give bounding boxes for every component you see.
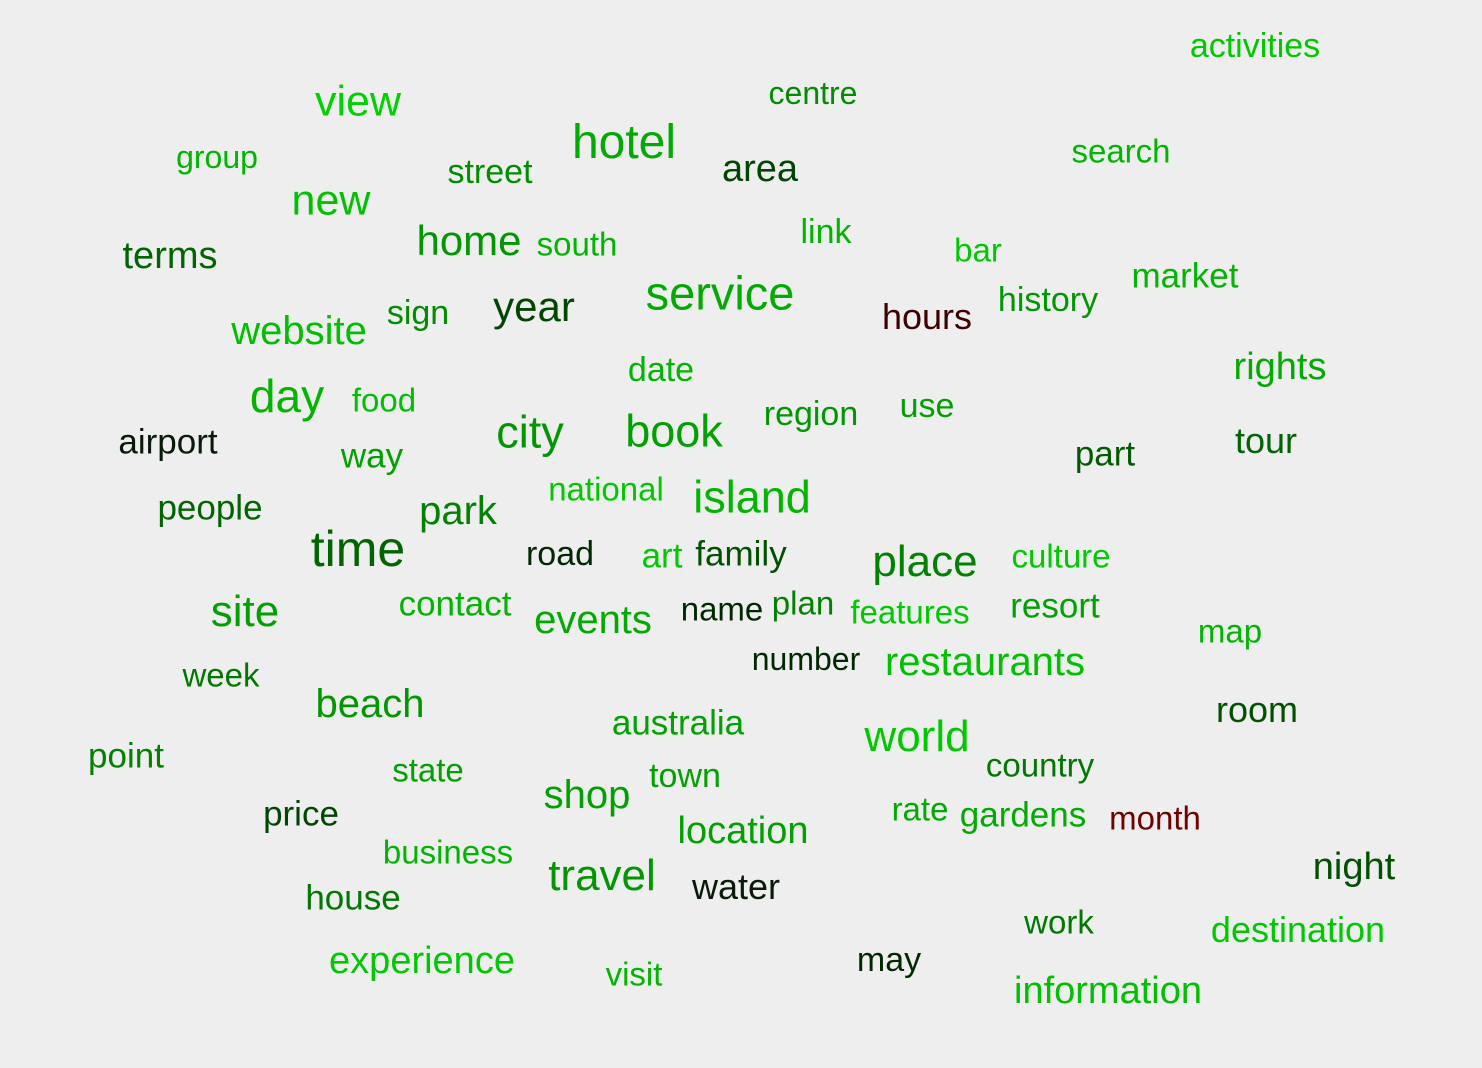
cloud-word-search: search xyxy=(1071,132,1171,170)
cloud-word-airport: airport xyxy=(118,422,218,462)
cloud-word-new: new xyxy=(291,176,371,225)
cloud-word-business: business xyxy=(382,833,514,871)
cloud-word-restaurants: restaurants xyxy=(884,640,1086,684)
cloud-word-state: state xyxy=(392,751,464,789)
cloud-word-terms: terms xyxy=(122,235,218,277)
cloud-word-home: home xyxy=(416,217,522,264)
cloud-word-way: way xyxy=(340,436,404,476)
cloud-word-view: view xyxy=(314,77,402,126)
cloud-word-family: family xyxy=(695,534,787,574)
cloud-word-national: national xyxy=(548,470,664,508)
cloud-word-area: area xyxy=(721,148,799,190)
cloud-word-experience: experience xyxy=(329,940,515,982)
cloud-word-city: city xyxy=(496,406,564,458)
cloud-word-number: number xyxy=(751,641,861,677)
cloud-word-website: website xyxy=(231,309,367,353)
cloud-word-destination: destination xyxy=(1210,909,1386,950)
cloud-word-tour: tour xyxy=(1234,420,1298,461)
cloud-word-town: town xyxy=(649,757,721,795)
cloud-word-art: art xyxy=(641,536,683,576)
cloud-word-contact: contact xyxy=(398,584,512,624)
cloud-word-date: date xyxy=(627,351,695,389)
cloud-word-people: people xyxy=(157,488,263,528)
cloud-word-book: book xyxy=(625,405,723,457)
cloud-word-water: water xyxy=(691,866,781,907)
cloud-word-map: map xyxy=(1197,612,1263,650)
cloud-word-bar: bar xyxy=(954,231,1002,269)
cloud-word-week: week xyxy=(182,656,260,694)
cloud-word-month: month xyxy=(1109,799,1201,837)
cloud-word-country: country xyxy=(985,746,1095,784)
cloud-word-work: work xyxy=(1024,903,1094,941)
cloud-word-site: site xyxy=(210,587,280,636)
cloud-word-night: night xyxy=(1312,846,1396,888)
cloud-word-day: day xyxy=(249,370,325,422)
cloud-word-gardens: gardens xyxy=(959,795,1087,835)
cloud-word-sign: sign xyxy=(386,294,450,332)
cloud-word-market: market xyxy=(1131,256,1239,296)
cloud-word-street: street xyxy=(447,153,533,191)
cloud-word-hotel: hotel xyxy=(571,116,677,169)
cloud-word-may: may xyxy=(856,941,922,979)
cloud-word-information: information xyxy=(1014,970,1202,1012)
cloud-word-visit: visit xyxy=(605,955,663,993)
cloud-word-features: features xyxy=(850,593,970,631)
cloud-word-region: region xyxy=(763,395,859,433)
cloud-word-beach: beach xyxy=(315,682,425,726)
cloud-word-link: link xyxy=(800,213,852,251)
cloud-word-travel: travel xyxy=(548,851,656,900)
cloud-word-resort: resort xyxy=(1010,586,1100,626)
cloud-word-year: year xyxy=(493,283,575,330)
cloud-word-location: location xyxy=(677,810,809,852)
cloud-word-point: point xyxy=(88,736,164,776)
cloud-word-road: road xyxy=(525,535,595,573)
cloud-word-australia: australia xyxy=(611,703,745,743)
cloud-word-rate: rate xyxy=(891,790,949,828)
cloud-word-hours: hours xyxy=(881,296,973,337)
cloud-word-plan: plan xyxy=(771,584,835,622)
cloud-word-history: history xyxy=(997,281,1099,319)
cloud-word-world: world xyxy=(864,712,970,761)
cloud-word-food: food xyxy=(351,381,417,419)
cloud-word-activities: activities xyxy=(1189,27,1321,65)
cloud-word-place: place xyxy=(872,537,978,586)
cloud-word-events: events xyxy=(534,598,652,642)
cloud-word-service: service xyxy=(645,266,795,320)
cloud-word-time: time xyxy=(310,521,406,577)
cloud-word-island: island xyxy=(693,471,811,523)
cloud-word-rights: rights xyxy=(1233,346,1327,388)
cloud-word-part: part xyxy=(1074,434,1136,474)
cloud-word-shop: shop xyxy=(543,773,631,817)
cloud-word-culture: culture xyxy=(1011,537,1111,575)
cloud-word-house: house xyxy=(305,878,401,918)
cloud-word-park: park xyxy=(419,489,497,533)
cloud-word-group: group xyxy=(176,139,258,175)
cloud-word-name: name xyxy=(680,590,764,628)
cloud-word-south: south xyxy=(536,225,618,263)
cloud-word-centre: centre xyxy=(768,75,858,111)
cloud-word-room: room xyxy=(1215,689,1299,730)
cloud-word-price: price xyxy=(263,794,339,834)
cloud-word-use: use xyxy=(899,387,955,425)
